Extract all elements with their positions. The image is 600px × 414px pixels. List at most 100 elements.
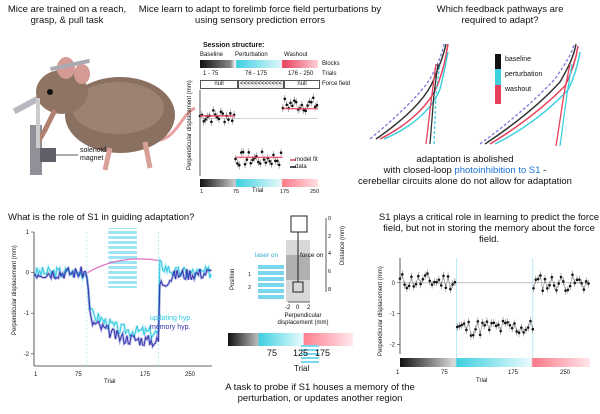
chart3-xtick-75: 75 [75, 372, 82, 378]
chart5-connector [563, 281, 566, 291]
chart5-data-point [536, 277, 540, 281]
chart5-data-point [517, 331, 521, 335]
chart1-data-point [272, 153, 275, 157]
chart3-xtick-250: 250 [185, 372, 196, 378]
position-tick-1: 1 [248, 272, 252, 278]
title-s1-role: What is the role of S1 in guiding adapta… [8, 212, 195, 223]
distance-tick-2: 2 [328, 234, 332, 240]
chart5-data-point [449, 287, 452, 291]
chart1-xtick-250: 250 [310, 189, 320, 195]
chart1-data-point [258, 162, 262, 165]
distance-tick-8: 8 [328, 287, 332, 293]
feedback-pathways-chart [369, 43, 581, 147]
chart1-data-point [223, 120, 226, 124]
chart5-connector [583, 281, 587, 290]
adaptation-abolished-text: adaptation is abolished with closed-loop… [330, 154, 600, 187]
trials-perturbation: 76 - 175 [245, 71, 268, 77]
chart5-data-point [458, 324, 461, 328]
chart5-trial-bar [400, 358, 590, 367]
chart5-connector [486, 321, 490, 330]
force-on-label: force on [300, 252, 324, 259]
chart5-data-point [539, 274, 542, 277]
chart5-data-point [426, 272, 429, 275]
chart1-data-point [217, 117, 221, 121]
chart5-data-point [520, 326, 523, 329]
chart5-connector [418, 276, 421, 285]
position-label: Position [230, 268, 236, 290]
s1-result-chart: 0 -1 -2 [390, 258, 590, 367]
probe-trial-tick-125: 125 [293, 348, 309, 358]
chart3-legend-memory: memory hyp. [150, 324, 191, 331]
probe-task-diagram [258, 215, 327, 303]
legend-perturbation: perturbation [505, 71, 543, 78]
chart5-connector [445, 276, 449, 288]
chart5-data-point [467, 320, 470, 324]
chart1-xtick-175: 175 [280, 189, 290, 195]
chart5-data-point [476, 320, 480, 323]
chart1-data-point [279, 151, 283, 154]
chart5-connector [533, 279, 537, 289]
trials-baseline: 1 - 75 [203, 71, 219, 77]
chart5-data-point [398, 277, 402, 280]
chart1-data-point [211, 109, 215, 112]
chart5-connector [402, 274, 405, 285]
chart5-data-point [453, 280, 457, 284]
chart5-connector [477, 321, 481, 335]
chart5-connector [411, 276, 414, 287]
chart3-series-line [33, 266, 212, 348]
chart1-data-point [285, 103, 289, 107]
chart5-connector [544, 279, 548, 289]
chart5-connector [540, 275, 543, 291]
chart1-data-point [268, 159, 271, 163]
probe-trial-tick-75: 75 [267, 348, 278, 358]
chart5-ylabel: Perpendicular displacement (mm) [378, 266, 384, 356]
chart1-data-point [275, 159, 279, 163]
chart1-data-point [260, 150, 264, 154]
chart1-data-point [243, 162, 247, 166]
chart1-xtick-75: 75 [233, 189, 240, 195]
chart1-data-point [234, 157, 237, 161]
phase-washout-label: Washout [284, 52, 308, 58]
chart5-ytick-label: -1 [390, 312, 396, 318]
chart3-laser-block [108, 228, 137, 288]
chart5-data-point [550, 275, 554, 279]
chart5-connector [475, 321, 479, 330]
chart5-connector [466, 321, 469, 330]
distance-tick-4: 4 [328, 251, 332, 257]
row-label-blocks: Blocks [322, 61, 340, 67]
chart5-data-point [582, 288, 586, 291]
chart5-data-point [513, 322, 516, 325]
probe-xtick-0: 0 [296, 305, 300, 311]
bottom-center-caption: A task to probe if S1 houses a memory of… [225, 382, 415, 404]
legend-washout: washout [505, 86, 532, 93]
adaptation-line-2-prefix: with closed-loop [383, 165, 455, 176]
chart1-data-point [300, 103, 304, 107]
distance-tick-0: 0 [328, 216, 332, 222]
chart3-xlabel: Trial [104, 379, 116, 385]
chart5-xtick-175: 175 [508, 370, 519, 376]
chart1-data-point [221, 112, 225, 115]
title-mouse-task: Mice are trained on a reach, grasp, & pu… [7, 4, 127, 26]
force-perturb-arrows: <<<<<<<<<<<< [238, 80, 284, 89]
s1-role-chart: 1 0 -1 -2 [24, 228, 213, 367]
chart5-data-point [428, 279, 432, 283]
chart1-data-point [262, 158, 266, 161]
chart5-connector [572, 274, 575, 284]
row-label-trials: Trials [322, 71, 337, 77]
photoinhibition-highlight: photoinhibition to S1 [454, 165, 541, 176]
laser-on-label: laser on [255, 252, 279, 259]
chart1-data-point [289, 101, 292, 105]
title-feedback-pathways: Which feedback pathways are required to … [436, 4, 564, 26]
chart1-data-point [249, 161, 253, 165]
chart5-xtick-250: 250 [560, 370, 571, 376]
chart1-data-point [264, 161, 268, 164]
chart1-data-point [274, 159, 277, 163]
adaptation-line-3: cerebellar circuits alone do not allow f… [358, 176, 572, 187]
chart5-data-point [400, 273, 404, 276]
chart5-data-point [483, 324, 486, 327]
chart1-data-point [230, 119, 234, 123]
chart5-data-point [510, 326, 514, 330]
chart5-connector [569, 274, 573, 287]
chart1-data-point [304, 109, 307, 113]
chart1-data-point [256, 160, 260, 164]
